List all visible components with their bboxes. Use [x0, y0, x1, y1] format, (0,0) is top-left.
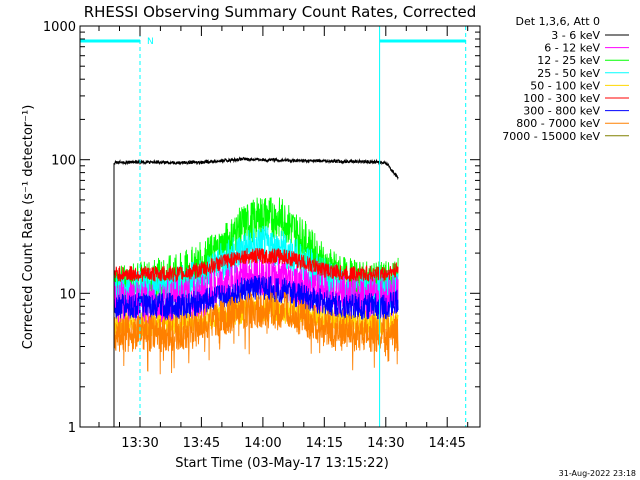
night-label: N — [147, 37, 154, 47]
legend-label: 7000 - 15000 keV — [502, 130, 600, 143]
legend-header: Det 1,3,6, Att 0 — [516, 15, 600, 28]
chart-title: RHESSI Observing Summary Count Rates, Co… — [84, 3, 477, 21]
legend-label: 3 - 6 keV — [551, 29, 600, 42]
y-tick-label: 10 — [59, 287, 76, 302]
legend-label: 50 - 100 keV — [530, 79, 600, 92]
y-tick-label: 100 — [51, 154, 76, 169]
legend-label: 25 - 50 keV — [537, 67, 600, 80]
legend-label: 6 - 12 keV — [544, 42, 600, 55]
plot-area: N — [79, 26, 467, 427]
legend-label: 800 - 7000 keV — [516, 117, 600, 130]
y-axis-label: Corrected Count Rate (s⁻¹ detector⁻¹) — [21, 105, 36, 350]
x-tick-label: 14:45 — [428, 436, 465, 451]
series-line-3-6-kev — [113, 156, 399, 427]
legend-label: 300 - 800 keV — [523, 105, 600, 118]
x-tick-label: 13:45 — [183, 436, 220, 451]
legend-label: 12 - 25 keV — [537, 54, 600, 67]
plot-frame — [79, 25, 481, 428]
legend-label: 100 - 300 keV — [523, 92, 600, 105]
y-tick-label: 1000 — [43, 20, 76, 35]
series-line-100-300-kev — [113, 248, 399, 427]
x-tick-label: 14:15 — [306, 436, 343, 451]
series-line-800-7000-kev — [113, 291, 399, 427]
x-axis-label: Start Time (03-May-17 13:15:22) — [175, 456, 389, 471]
x-tick-label: 14:30 — [367, 436, 404, 451]
timestamp-label: 31-Aug-2022 23:18 — [559, 469, 636, 478]
series-line-300-800-kev — [113, 274, 399, 427]
x-tick-label: 13:30 — [121, 436, 158, 451]
axes: 1 10 100 1000 13:30 13:45 14:00 14:15 14:30 14:45 — [43, 20, 481, 451]
y-tick-label: 1 — [68, 421, 76, 436]
x-tick-label: 14:00 — [244, 436, 281, 451]
